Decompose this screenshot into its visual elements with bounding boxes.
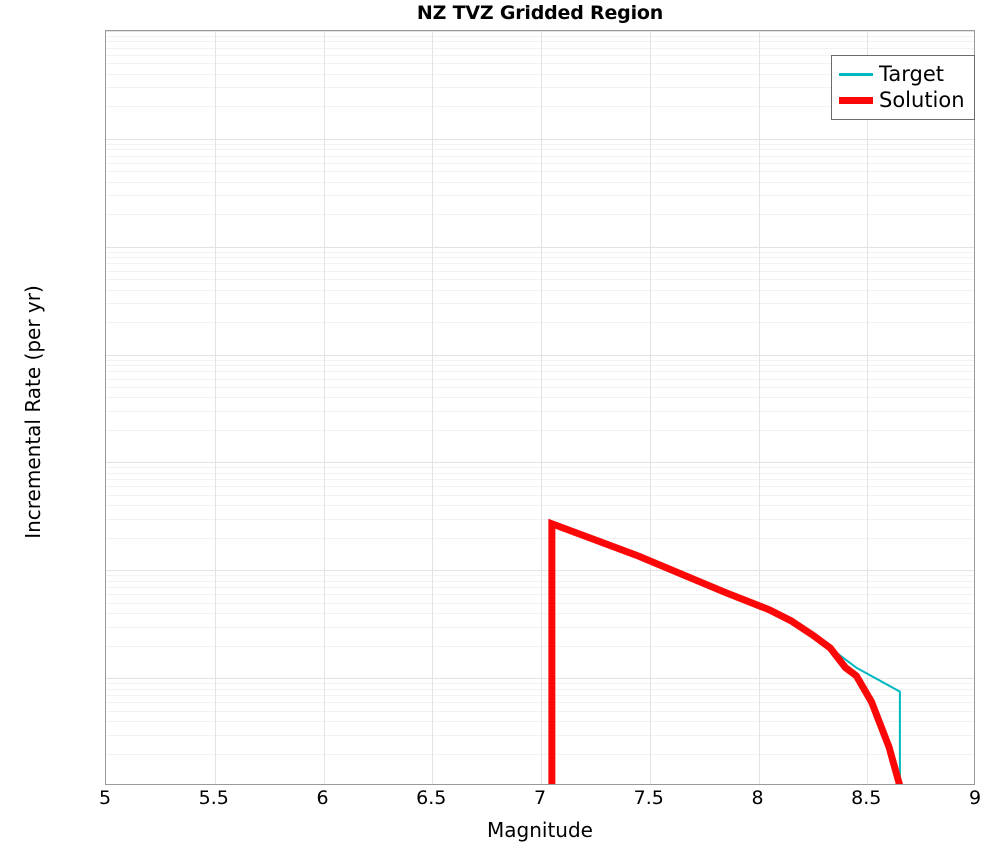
gridline-horizontal-minor (106, 397, 974, 399)
gridline-horizontal-minor (106, 149, 974, 151)
gridline-horizontal-minor (106, 214, 974, 216)
gridline-horizontal-minor (106, 586, 974, 588)
gridline-horizontal-minor (106, 594, 974, 596)
gridline-horizontal-minor (106, 486, 974, 488)
gridline-horizontal-minor (106, 410, 974, 412)
gridline-horizontal-minor (106, 181, 974, 183)
gridline-horizontal-major (106, 138, 974, 140)
gridline-horizontal-minor (106, 702, 974, 704)
x-tick-label: 7 (533, 787, 547, 809)
gridline-horizontal-major (106, 678, 974, 680)
gridline-horizontal-minor (106, 54, 974, 56)
gridline-horizontal-minor (106, 155, 974, 157)
gridline-horizontal-minor (106, 734, 974, 736)
series-line-solution (548, 518, 903, 784)
x-tick-label: 9 (968, 787, 982, 809)
gridline-horizontal-minor (106, 537, 974, 539)
gridline-horizontal-minor (106, 626, 974, 628)
gridline-horizontal-minor (106, 289, 974, 291)
gridline-horizontal-minor (106, 387, 974, 389)
gridline-horizontal-minor (106, 494, 974, 496)
plot-area (105, 30, 975, 785)
gridline-horizontal-minor (106, 41, 974, 43)
gridline-horizontal-minor (106, 505, 974, 507)
gridline-horizontal-minor (106, 359, 974, 361)
gridline-vertical-major (758, 31, 760, 784)
legend-swatch-solution (839, 96, 873, 104)
x-tick-label: 8.5 (851, 787, 882, 809)
gridline-horizontal-minor (106, 73, 974, 75)
gridline-horizontal-minor (106, 263, 974, 265)
x-tick-label: 6 (316, 787, 329, 809)
gridline-horizontal-minor (106, 683, 974, 685)
gridline-horizontal-minor (106, 365, 974, 367)
gridline-horizontal-minor (106, 753, 974, 755)
gridline-horizontal-minor (106, 694, 974, 696)
gridline-horizontal-minor (106, 602, 974, 604)
gridline-horizontal-minor (106, 106, 974, 108)
chart-title: NZ TVZ Gridded Region (416, 2, 664, 24)
gridline-vertical-major (649, 31, 651, 784)
gridline-horizontal-minor (106, 63, 974, 65)
gridline-horizontal-minor (106, 303, 974, 305)
gridline-horizontal-minor (106, 429, 974, 431)
gridline-horizontal-minor (106, 162, 974, 164)
gridline-horizontal-minor (106, 580, 974, 582)
gridline-horizontal-minor (106, 279, 974, 281)
gridline-horizontal-minor (106, 143, 974, 145)
gridline-horizontal-minor (106, 251, 974, 253)
legend-swatch-target (839, 72, 873, 76)
gridline-horizontal-minor (106, 171, 974, 173)
gridline-horizontal-minor (106, 575, 974, 577)
gridline-horizontal-minor (106, 47, 974, 49)
gridline-horizontal-major (106, 462, 974, 464)
gridline-vertical-major (432, 31, 434, 784)
gridline-vertical-major (323, 31, 325, 784)
gridline-horizontal-minor (106, 688, 974, 690)
chart-legend: Target Solution (831, 55, 975, 120)
gridline-horizontal-major (106, 570, 974, 572)
gridline-horizontal-minor (106, 613, 974, 615)
gridline-vertical-major (214, 31, 216, 784)
gridline-horizontal-minor (106, 270, 974, 272)
gridline-horizontal-minor (106, 710, 974, 712)
gridline-horizontal-major (106, 354, 974, 356)
gridline-horizontal-minor (106, 195, 974, 197)
legend-entry-solution[interactable]: Solution (839, 87, 965, 113)
gridline-horizontal-minor (106, 518, 974, 520)
gridline-vertical-major (867, 31, 869, 784)
gridline-horizontal-minor (106, 371, 974, 373)
gridline-horizontal-major (106, 246, 974, 248)
gridline-vertical-major (541, 31, 542, 784)
gridline-horizontal-minor (106, 35, 974, 37)
gridline-horizontal-major (106, 31, 974, 32)
legend-entry-target[interactable]: Target (839, 61, 965, 87)
x-tick-label: 7.5 (633, 787, 664, 809)
gridline-horizontal-minor (106, 479, 974, 481)
gridline-horizontal-minor (106, 721, 974, 723)
gridline-horizontal-minor (106, 645, 974, 647)
y-axis-label: Incremental Rate (per yr) (21, 285, 45, 539)
legend-label-solution: Solution (879, 87, 965, 112)
gridline-horizontal-minor (106, 472, 974, 474)
x-tick-label: 5 (98, 787, 112, 809)
x-tick-label: 5.5 (198, 787, 229, 809)
series-line-target (829, 647, 901, 784)
legend-label-target: Target (879, 61, 944, 86)
gridline-horizontal-minor (106, 378, 974, 380)
x-axis-label: Magnitude (487, 818, 593, 842)
x-tick-label: 8 (751, 787, 764, 809)
gridline-horizontal-minor (106, 322, 974, 324)
gridline-horizontal-minor (106, 257, 974, 259)
data-series-layer (548, 518, 903, 784)
gridline-horizontal-minor (106, 87, 974, 89)
x-tick-label: 6.5 (416, 787, 447, 809)
gridline-horizontal-minor (106, 467, 974, 469)
